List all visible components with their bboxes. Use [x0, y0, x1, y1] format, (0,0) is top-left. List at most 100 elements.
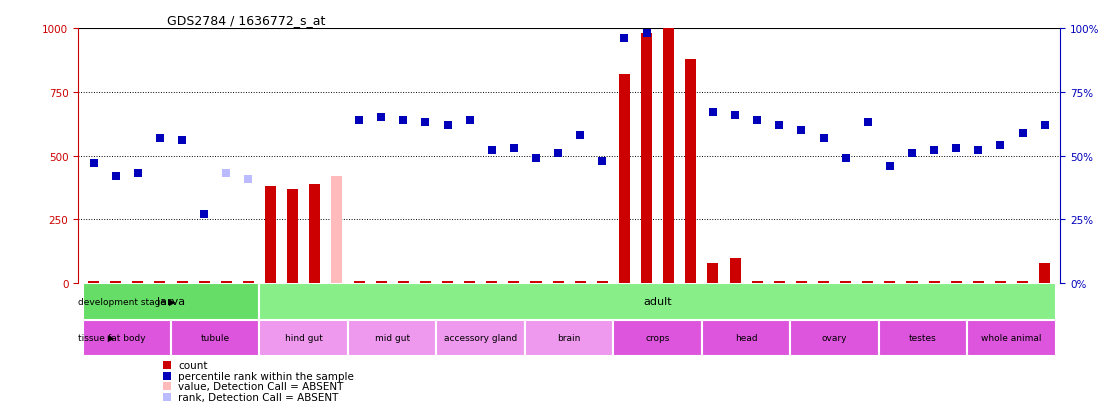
Bar — [663, 29, 674, 283]
Bar — [708, 263, 719, 283]
Text: tubule: tubule — [201, 334, 230, 342]
Point — [107, 173, 125, 180]
Point — [991, 143, 1009, 150]
Text: whole animal: whole animal — [981, 334, 1042, 342]
Point — [157, 394, 175, 400]
Text: testes: testes — [910, 334, 937, 342]
Text: crops: crops — [645, 334, 670, 342]
Point — [373, 115, 391, 121]
Bar — [287, 189, 298, 283]
Bar — [83, 283, 260, 320]
Bar — [331, 282, 343, 283]
Bar — [641, 34, 652, 283]
Point — [748, 117, 766, 124]
Point — [527, 155, 545, 162]
Point — [637, 31, 655, 37]
Bar — [243, 282, 254, 283]
Bar — [619, 75, 631, 283]
Bar — [575, 282, 586, 283]
Bar — [968, 320, 1056, 356]
Point — [837, 155, 855, 162]
Point — [151, 135, 169, 142]
Bar — [376, 282, 386, 283]
Bar — [878, 320, 968, 356]
Point — [881, 163, 898, 170]
Bar — [1039, 263, 1050, 283]
Point — [416, 120, 434, 126]
Point — [1036, 122, 1054, 129]
Bar — [818, 282, 829, 283]
Text: adult: adult — [643, 297, 672, 307]
Point — [594, 158, 612, 165]
Bar — [702, 320, 790, 356]
Bar — [464, 282, 475, 283]
Point — [792, 128, 810, 134]
Bar — [790, 320, 878, 356]
Point — [483, 148, 501, 154]
Point — [727, 112, 744, 119]
Text: rank, Detection Call = ABSENT: rank, Detection Call = ABSENT — [179, 392, 338, 402]
Point — [970, 148, 988, 154]
Bar — [221, 282, 232, 283]
Text: mid gut: mid gut — [375, 334, 410, 342]
Bar — [906, 282, 917, 283]
Point — [218, 171, 235, 177]
Bar — [171, 320, 260, 356]
Bar — [525, 320, 614, 356]
Point — [157, 383, 175, 389]
Bar — [508, 282, 519, 283]
Text: percentile rank within the sample: percentile rank within the sample — [179, 370, 354, 381]
Point — [925, 148, 943, 154]
Bar — [154, 282, 165, 283]
Bar — [436, 320, 525, 356]
Point — [439, 122, 456, 129]
Point — [549, 150, 567, 157]
Bar — [530, 282, 541, 283]
Bar — [176, 282, 187, 283]
Point — [770, 122, 788, 129]
Point — [173, 138, 191, 144]
Bar — [552, 282, 564, 283]
Bar — [840, 282, 852, 283]
Point — [85, 161, 103, 167]
Bar — [884, 282, 895, 283]
Text: count: count — [179, 360, 208, 370]
Text: GDS2784 / 1636772_s_at: GDS2784 / 1636772_s_at — [166, 14, 325, 26]
Bar — [773, 282, 785, 283]
Bar — [348, 320, 436, 356]
Bar — [442, 282, 453, 283]
Point — [461, 117, 479, 124]
Bar — [929, 282, 940, 283]
Bar — [309, 184, 320, 283]
Bar — [951, 282, 962, 283]
Bar — [796, 282, 807, 283]
Point — [616, 36, 634, 43]
Bar — [88, 282, 99, 283]
Text: ovary: ovary — [821, 334, 847, 342]
Bar — [597, 282, 608, 283]
Bar — [110, 282, 122, 283]
Text: larva: larva — [157, 297, 185, 307]
Text: development stage ▶: development stage ▶ — [78, 297, 176, 306]
Point — [350, 117, 368, 124]
Text: brain: brain — [558, 334, 580, 342]
Bar — [420, 282, 431, 283]
Text: tissue ▶: tissue ▶ — [78, 334, 115, 342]
Bar — [752, 282, 762, 283]
Bar — [260, 283, 1056, 320]
Text: value, Detection Call = ABSENT: value, Detection Call = ABSENT — [179, 381, 344, 391]
Bar — [199, 282, 210, 283]
Point — [903, 150, 921, 157]
Bar — [685, 59, 696, 283]
Point — [157, 362, 175, 368]
Bar — [331, 177, 343, 283]
Point — [815, 135, 833, 142]
Bar — [973, 282, 984, 283]
Text: head: head — [734, 334, 758, 342]
Text: accessory gland: accessory gland — [444, 334, 518, 342]
Text: fat body: fat body — [108, 334, 145, 342]
Point — [947, 145, 965, 152]
Point — [394, 117, 412, 124]
Bar — [995, 282, 1006, 283]
Point — [704, 109, 722, 116]
